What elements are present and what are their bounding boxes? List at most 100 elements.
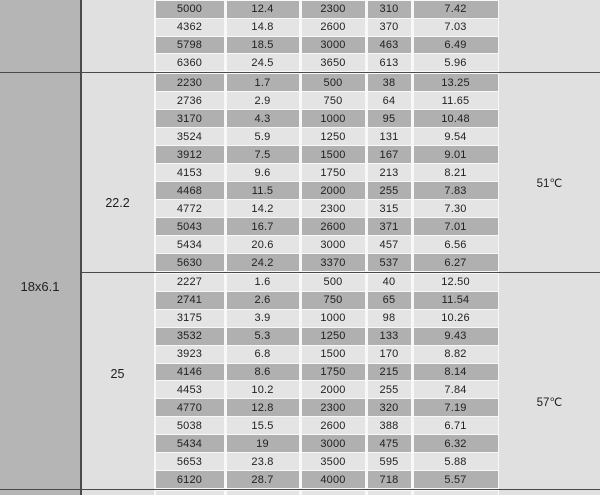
table-cell: 10.48	[413, 110, 498, 127]
table-cell: 6.71	[413, 417, 498, 435]
table-cell: 1000	[301, 309, 365, 327]
table-row: 2741 2.6 750 65 11.54	[155, 291, 498, 309]
table-cell: 13.25	[413, 74, 498, 91]
table-cell: 7.5	[226, 146, 299, 163]
table-cell: 65	[367, 291, 411, 309]
table-row: 4772 14.2 2300 315 7.30	[155, 200, 498, 217]
table-cell: 12.50	[413, 274, 498, 291]
table-cell: 315	[367, 200, 411, 217]
table-cell: 500	[301, 74, 365, 91]
table-cell: 7.03	[413, 18, 498, 36]
table-cell: 9.54	[413, 128, 498, 145]
table-row: 5000 12.4 2300 310 7.42	[155, 1, 498, 18]
table-cell: 10.26	[413, 309, 498, 327]
table-cell	[155, 490, 224, 495]
table-cell: 6360	[155, 54, 224, 71]
table-cell: 24.5	[226, 54, 299, 71]
table-cell	[226, 490, 299, 495]
table-cell: 3650	[301, 54, 365, 71]
table-cell: 457	[367, 236, 411, 253]
table-cell: 5653	[155, 453, 224, 471]
table-cell: 18.5	[226, 36, 299, 54]
voltage-label: 22.2	[105, 196, 130, 210]
table-row: 3175 3.9 1000 98 10.26	[155, 309, 498, 327]
table-cell: 2736	[155, 92, 224, 109]
table-cell: 2227	[155, 274, 224, 291]
table-row: 4453 10.2 2000 255 7.84	[155, 381, 498, 399]
table-cell: 3923	[155, 345, 224, 363]
table-cell: 7.84	[413, 381, 498, 399]
table-cell: 2600	[301, 417, 365, 435]
table-cell: 2300	[301, 200, 365, 217]
table-cell: 8.21	[413, 164, 498, 181]
table-cell: 2230	[155, 74, 224, 91]
table-cell: 2.9	[226, 92, 299, 109]
table-cell: 9.01	[413, 146, 498, 163]
table-row: 2230 1.7 500 38 13.25	[155, 74, 498, 91]
table-cell: 213	[367, 164, 411, 181]
table-cell: 3170	[155, 110, 224, 127]
table-row: 5434 19 3000 475 6.32	[155, 435, 498, 453]
table-cell: 5630	[155, 254, 224, 271]
table-cell: 15.5	[226, 417, 299, 435]
table-cell: 14.8	[226, 18, 299, 36]
table-section-22v: 2230 1.7 500 38 13.25 2736 2.9 750 64 11.65 3170 4.…	[155, 74, 498, 271]
table-cell: 9.6	[226, 164, 299, 181]
table-cell: 8.82	[413, 345, 498, 363]
table-cell: 537	[367, 254, 411, 271]
table-cell: 7.01	[413, 218, 498, 235]
table-cell: 7.83	[413, 182, 498, 199]
table-cell: 2000	[301, 381, 365, 399]
table-row: 6120 28.7 4000 718 5.57	[155, 471, 498, 488]
table-cell: 24.2	[226, 254, 299, 271]
voltage-label: 25	[110, 367, 125, 381]
table-cell: 215	[367, 363, 411, 381]
table-row: 5798 18.5 3000 463 6.49	[155, 36, 498, 54]
table-cell: 7.42	[413, 1, 498, 18]
voltage-column: 22.2 25	[81, 0, 154, 495]
table-cell: 11.5	[226, 182, 299, 199]
table-cell: 3175	[155, 309, 224, 327]
table-cell: 4468	[155, 182, 224, 199]
temperature-label: 57℃	[536, 397, 563, 409]
table-cell	[301, 490, 365, 495]
table-cell: 131	[367, 128, 411, 145]
table-cell: 3000	[301, 435, 365, 453]
table-cell: 95	[367, 110, 411, 127]
table-cell: 19	[226, 435, 299, 453]
table-cell: 1.6	[226, 274, 299, 291]
table-cell: 3912	[155, 146, 224, 163]
table-cell: 3.9	[226, 309, 299, 327]
table-cell: 463	[367, 36, 411, 54]
table-cell: 4453	[155, 381, 224, 399]
table-cell: 1250	[301, 327, 365, 345]
table-cell: 613	[367, 54, 411, 71]
table-cell: 4770	[155, 399, 224, 417]
table-cell: 595	[367, 453, 411, 471]
table-cell: 5.9	[226, 128, 299, 145]
table-cell: 4146	[155, 363, 224, 381]
table-cell: 750	[301, 92, 365, 109]
table-section-25v: 2227 1.6 500 40 12.50 2741 2.6 750 65 11.54 3175 3.…	[155, 274, 498, 488]
next-section-sliver	[155, 490, 498, 495]
table-cell: 5434	[155, 236, 224, 253]
section-divider	[0, 488, 600, 490]
table-cell: 1500	[301, 146, 365, 163]
table-cell: 6.49	[413, 36, 498, 54]
table-cell: 5000	[155, 1, 224, 18]
table-row: 5434 20.6 3000 457 6.56	[155, 236, 498, 253]
table-cell: 6.56	[413, 236, 498, 253]
table-cell: 3370	[301, 254, 365, 271]
table-cell: 12.8	[226, 399, 299, 417]
table-cell: 6.8	[226, 345, 299, 363]
table-cell: 475	[367, 435, 411, 453]
table-cell: 4000	[301, 471, 365, 488]
table-cell: 5043	[155, 218, 224, 235]
table-cell: 4772	[155, 200, 224, 217]
table-cell: 3500	[301, 453, 365, 471]
table-cell: 2000	[301, 182, 365, 199]
table-cell: 5434	[155, 435, 224, 453]
table-cell: 12.4	[226, 1, 299, 18]
temperature-label: 51℃	[536, 178, 563, 190]
